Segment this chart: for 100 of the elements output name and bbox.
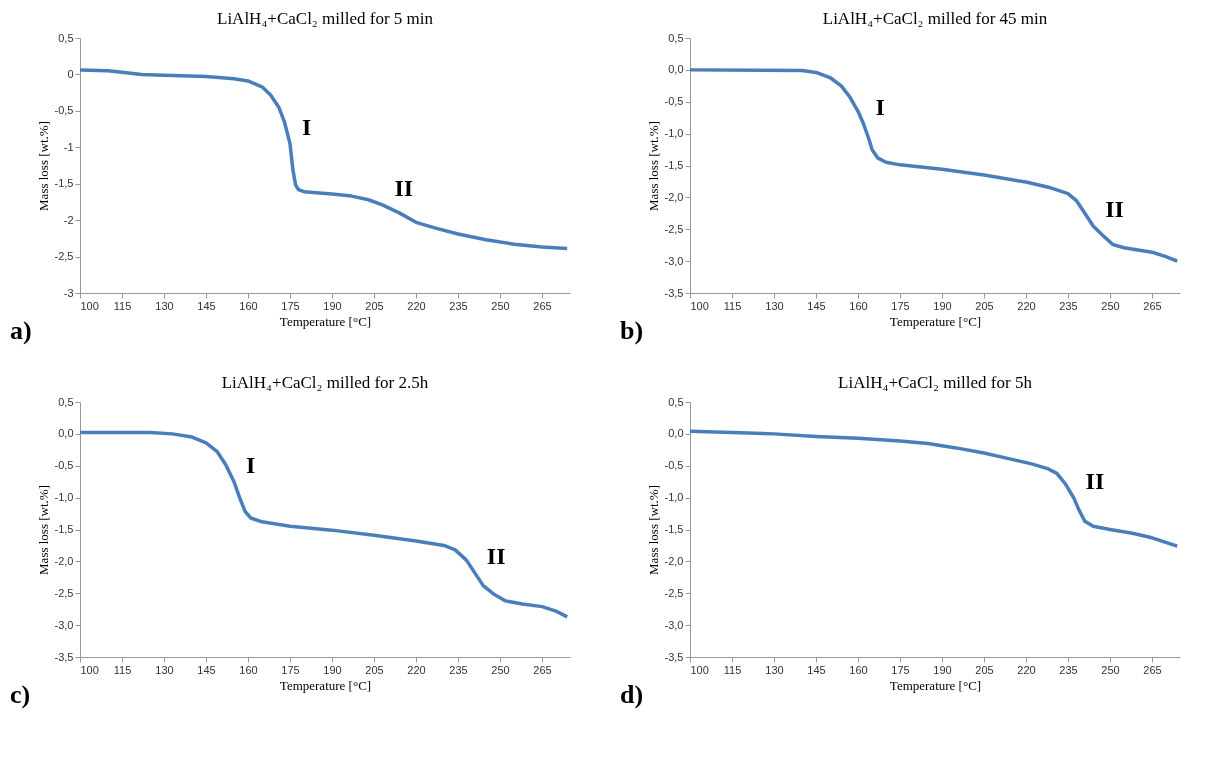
x-tick-label: 115 bbox=[113, 299, 132, 312]
annotation: II bbox=[1105, 196, 1124, 223]
y-tick-label: 0,5 bbox=[58, 31, 74, 44]
annotation: II bbox=[486, 542, 506, 569]
x-tick-label: 160 bbox=[239, 299, 258, 312]
x-tick-label: 220 bbox=[407, 663, 426, 676]
x-tick-label: 205 bbox=[365, 299, 384, 312]
chart-title: LiAlH₄+CaCl₂ milled for 45 min bbox=[822, 9, 1048, 28]
x-tick-label: 250 bbox=[491, 663, 510, 676]
x-tick-label: 265 bbox=[533, 663, 552, 676]
x-tick-label: 100 bbox=[80, 663, 99, 676]
chart-title: LiAlH₄+CaCl₂ milled for 2.5h bbox=[221, 373, 429, 392]
y-axis-title: Mass loss [wt.%] bbox=[645, 485, 661, 575]
line-series bbox=[78, 430, 569, 619]
y-tick-label: -1,5 bbox=[664, 523, 684, 535]
y-tick-label: -3,0 bbox=[54, 618, 74, 631]
x-tick-label: 220 bbox=[1017, 663, 1036, 676]
line-series bbox=[78, 68, 569, 251]
x-tick-label: 220 bbox=[1017, 299, 1036, 312]
x-tick-label: 130 bbox=[155, 299, 174, 312]
y-tick-label: -1 bbox=[63, 140, 74, 153]
x-tick-label: 115 bbox=[113, 663, 132, 676]
y-tick-label: -1,0 bbox=[664, 491, 684, 504]
x-tick-label: 250 bbox=[1101, 663, 1120, 676]
x-tick-label: 175 bbox=[891, 299, 910, 312]
text: c) bbox=[10, 680, 31, 709]
y-tick-label: -1,0 bbox=[54, 491, 74, 504]
y-tick-label: -1,5 bbox=[54, 523, 74, 535]
x-tick-label: 265 bbox=[1143, 663, 1162, 676]
y-tick-label: -0,5 bbox=[664, 459, 684, 472]
y-tick-label: 0,5 bbox=[668, 31, 684, 44]
line-series bbox=[688, 429, 1179, 548]
y-axis-title: Mass loss [wt.%] bbox=[645, 121, 661, 211]
chart-title: LiAlH₄+CaCl₂ milled for 5 min bbox=[217, 9, 434, 28]
x-tick-label: 205 bbox=[975, 299, 994, 312]
x-tick-label: 160 bbox=[849, 663, 868, 676]
x-tick-label: 100 bbox=[80, 299, 99, 312]
y-tick-label: -0,5 bbox=[664, 95, 684, 108]
x-tick-label: 145 bbox=[807, 663, 826, 676]
y-tick-label: 0 bbox=[67, 67, 74, 80]
x-tick-label: 190 bbox=[323, 299, 342, 312]
y-tick-label: 0,0 bbox=[668, 63, 684, 76]
x-tick-label: 115 bbox=[723, 663, 742, 676]
x-tick-label: 205 bbox=[365, 663, 384, 676]
y-tick-label: -2 bbox=[63, 213, 74, 226]
y-tick-label: -3,0 bbox=[664, 254, 684, 267]
y-tick-label: -3,5 bbox=[664, 650, 684, 663]
x-tick-label: 115 bbox=[723, 299, 742, 312]
text: b) bbox=[620, 316, 644, 345]
x-tick-label: 235 bbox=[1059, 299, 1078, 312]
x-tick-label: 100 bbox=[690, 663, 709, 676]
y-tick-label: -3 bbox=[63, 286, 74, 299]
y-tick-label: -0,5 bbox=[54, 104, 74, 117]
y-tick-label: -2,0 bbox=[54, 554, 74, 567]
x-tick-label: 250 bbox=[491, 299, 510, 312]
y-tick-label: 0,0 bbox=[668, 427, 684, 440]
x-tick-label: 235 bbox=[449, 663, 468, 676]
x-tick-label: 265 bbox=[1143, 299, 1162, 312]
line-series bbox=[688, 68, 1179, 263]
y-tick-label: 0,5 bbox=[668, 395, 684, 408]
x-tick-label: 235 bbox=[449, 299, 468, 312]
y-tick-label: -3,5 bbox=[54, 650, 74, 663]
x-tick-label: 265 bbox=[533, 299, 552, 312]
x-tick-label: 175 bbox=[281, 299, 300, 312]
x-tick-label: 130 bbox=[155, 663, 174, 676]
x-axis-title: Temperature [°C] bbox=[279, 313, 372, 329]
x-tick-label: 145 bbox=[807, 299, 826, 312]
y-tick-label: -2,5 bbox=[664, 222, 684, 235]
text: d) bbox=[620, 680, 644, 709]
y-tick-label: -1,5 bbox=[664, 159, 684, 171]
y-tick-label: -1,0 bbox=[664, 127, 684, 140]
x-tick-label: 130 bbox=[765, 663, 784, 676]
y-tick-label: -2,0 bbox=[664, 554, 684, 567]
x-axis-title: Temperature [°C] bbox=[889, 313, 982, 329]
annotation: II bbox=[394, 174, 414, 201]
text: a) bbox=[10, 316, 32, 345]
annotation: I bbox=[302, 113, 312, 140]
x-tick-label: 235 bbox=[1059, 663, 1078, 676]
y-tick-label: 0,0 bbox=[58, 427, 74, 440]
y-axis-title: Mass loss [wt.%] bbox=[35, 121, 51, 211]
x-tick-label: 145 bbox=[197, 663, 216, 676]
annotation: II bbox=[1085, 467, 1105, 494]
x-tick-label: 175 bbox=[281, 663, 300, 676]
y-tick-label: -2,5 bbox=[54, 586, 74, 599]
chart-title: LiAlH₄+CaCl₂ milled for 5h bbox=[838, 373, 1033, 392]
x-tick-label: 100 bbox=[690, 299, 709, 312]
y-tick-label: -2,0 bbox=[664, 190, 684, 203]
y-tick-label: -3,0 bbox=[664, 618, 684, 631]
x-tick-label: 190 bbox=[933, 299, 952, 312]
y-axis-title: Mass loss [wt.%] bbox=[35, 485, 51, 575]
y-tick-label: -2,5 bbox=[664, 586, 684, 599]
x-tick-label: 145 bbox=[197, 299, 216, 312]
x-axis-title: Temperature [°C] bbox=[279, 677, 372, 693]
x-tick-label: 220 bbox=[407, 299, 426, 312]
x-tick-label: 250 bbox=[1101, 299, 1120, 312]
y-tick-label: 0,5 bbox=[58, 395, 74, 408]
x-tick-label: 175 bbox=[891, 663, 910, 676]
y-tick-label: -3,5 bbox=[664, 286, 684, 299]
y-tick-label: -1,5 bbox=[54, 177, 74, 190]
y-tick-label: -2,5 bbox=[54, 250, 74, 263]
